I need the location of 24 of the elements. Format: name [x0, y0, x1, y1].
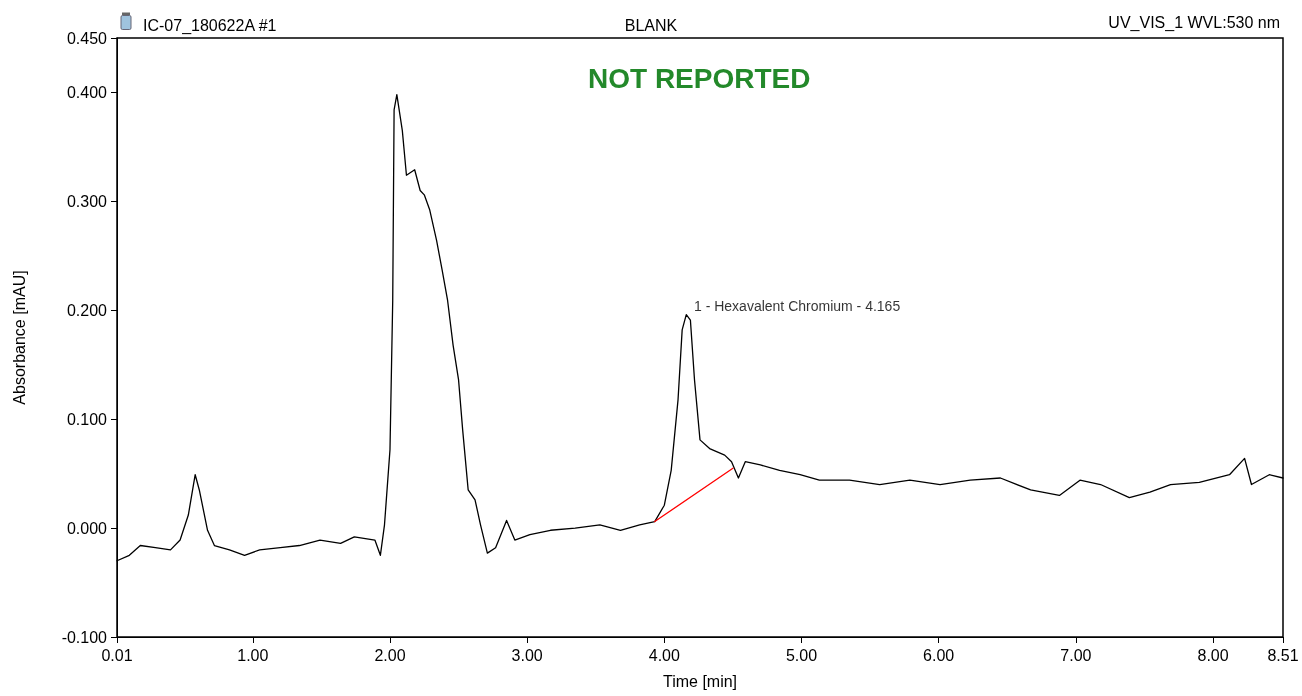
chart-title: IC-07_180622A #1 — [143, 16, 277, 35]
y-tick-label: 0.300 — [66, 192, 108, 210]
text: UV_VIS_1 WVL:530 nm — [1108, 13, 1280, 32]
x-tick-label: 6.00 — [923, 646, 955, 664]
x-tick-label: 4.00 — [648, 646, 681, 664]
y-tick-label: 0.200 — [66, 301, 108, 319]
x-tick-label: 8.00 — [1197, 646, 1229, 664]
y-tick-label: -0.100 — [61, 628, 108, 646]
x-tick-label: 1.00 — [237, 646, 269, 664]
y-tick-label: 0.100 — [66, 410, 108, 428]
y-tick-label: 0.000 — [66, 519, 108, 537]
y-axis-title: Absorbance [mAU] — [10, 270, 28, 405]
x-tick-label: 3.00 — [511, 646, 543, 664]
y-tick-label: 0.400 — [66, 83, 108, 101]
x-tick-label: 5.00 — [785, 646, 818, 664]
x-tick-label: 7.00 — [1060, 646, 1092, 664]
x-tick-label: 8.51 — [1267, 646, 1299, 664]
x-tick-label: 2.00 — [374, 646, 406, 664]
annotation: NOT REPORTED — [588, 62, 811, 94]
y-tick-label: 0.450 — [66, 29, 108, 47]
chart-subtitle: BLANK — [624, 16, 678, 34]
x-axis-title: Time [min] — [662, 672, 738, 690]
annotation: 1 - Hexavalent Chromium - 4.165 — [693, 298, 901, 315]
x-tick-label: 0.01 — [101, 646, 133, 664]
